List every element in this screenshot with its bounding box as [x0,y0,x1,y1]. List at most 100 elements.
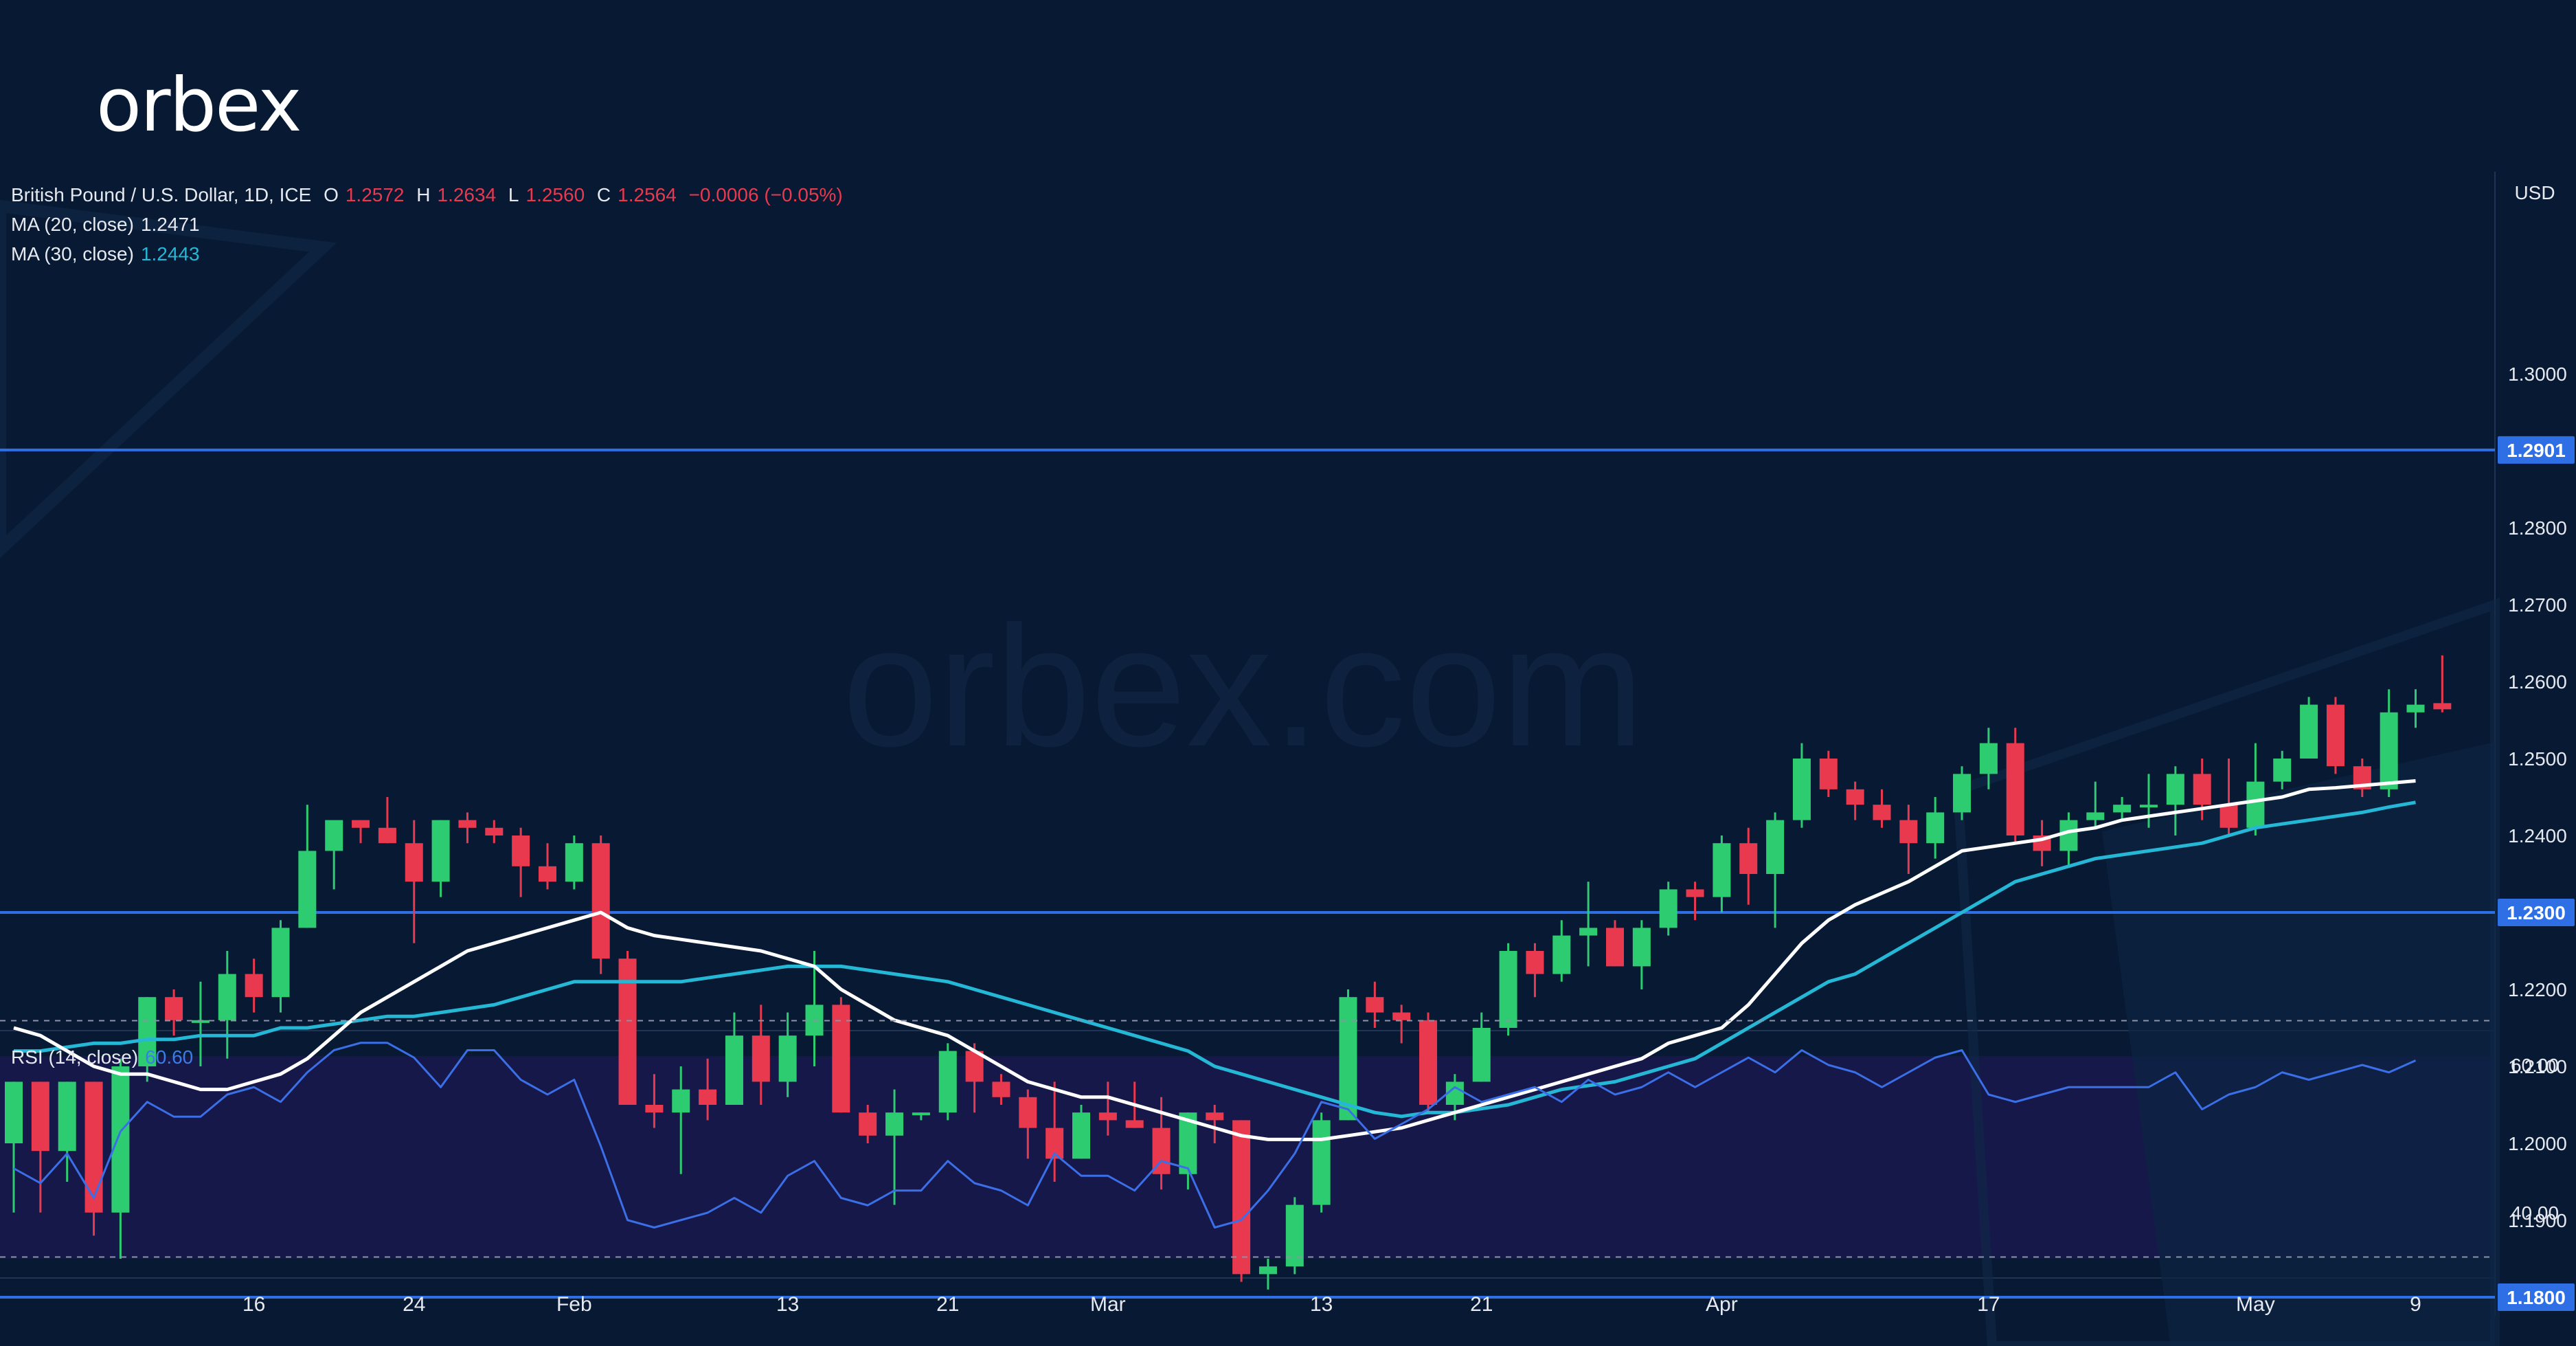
candle-body [2246,781,2265,828]
time-tick-label: 17 [1977,1293,2000,1316]
candle-body [1552,935,1571,974]
candle-body [565,843,583,882]
candle-body [298,851,317,928]
price-tick-label: 1.2100 [2508,1056,2567,1077]
decor-shape [1952,598,2500,1346]
candle-body [5,1081,23,1143]
candle-body [2273,759,2292,782]
price-tick-label: 1.2800 [2508,517,2567,539]
candle-body [2059,820,2078,851]
candle-body [218,974,236,1020]
candle-body [1366,997,1384,1013]
candle-body [1206,1112,1224,1121]
symbol-name[interactable]: British Pound / U.S. Dollar, 1D, ICE [11,184,312,205]
candle-body [58,1081,76,1152]
time-tick-label: 13 [776,1293,799,1316]
candle-body [2193,774,2211,805]
candle-body [245,974,263,998]
candle-body [512,835,530,866]
candle-body [1339,997,1357,1121]
time-tick-label: 16 [242,1293,265,1316]
level-label: 1.1800 [2507,1287,2566,1308]
candle-body [1953,774,1971,813]
candle-body [1125,1120,1144,1128]
time-tick-label: 9 [2410,1293,2421,1316]
time-tick-label: Feb [556,1293,592,1316]
time-tick-label: Apr [1706,1293,1738,1316]
candle-body [912,1112,930,1116]
rsi-legend[interactable]: RSI (14, close) 60.60 [11,1048,200,1067]
candle-body [2300,704,2318,759]
candle-body [405,843,423,882]
ma20-label: MA (20, close) [11,214,134,235]
ma30-legend[interactable]: MA (30, close) 1.2443 [11,245,207,264]
candle-body [1846,789,1864,805]
time-tick-label: 21 [936,1293,959,1316]
ma20-legend[interactable]: MA (20, close) 1.2471 [11,215,207,234]
candle-body [1098,1112,1117,1121]
high-label: H [416,184,431,205]
candle-body [1979,743,1998,774]
price-tick-label: 1.2700 [2508,594,2567,616]
candle-body [458,820,477,828]
rsi-line [13,1042,2417,1229]
candle-body [325,820,343,851]
candle-body [2380,712,2398,789]
candle-body [1499,951,1517,1028]
price-tick-label: 1.2200 [2508,979,2567,1000]
rsi-label: RSI (14, close) [11,1046,139,1068]
candle-body [2086,812,2105,820]
candle-body [1472,1028,1491,1082]
candle-body [1419,1020,1438,1105]
orbex-logo: orbex [96,69,302,143]
candle-body [138,997,157,1066]
ma30-label: MA (30, close) [11,243,134,265]
level-label: 1.2300 [2507,902,2566,923]
price-tick-label: 1.2500 [2508,748,2567,770]
candle-body [2166,774,2184,805]
candle-body [1392,1012,1411,1020]
candle-body [1899,820,1918,844]
change-value: −0.0006 (−0.05%) [688,184,843,205]
candle-body [591,843,610,959]
candle-body [885,1112,904,1136]
candle-body [271,928,290,998]
price-tick-label: 1.2600 [2508,671,2567,693]
time-tick-label: 21 [1470,1293,1493,1316]
candle-body [645,1105,664,1113]
low-label: L [508,184,519,205]
ma20-line [13,778,2416,1141]
candle-body [778,1035,797,1082]
candle-body [352,820,370,828]
candle-body [1792,759,1811,820]
ma30-value: 1.2443 [140,243,200,265]
candle-body [111,1066,130,1213]
candle-body [2219,805,2238,828]
candle-body [699,1089,717,1105]
candle-body [378,827,396,844]
open-value: 1.2572 [345,184,405,205]
candle-body [1766,820,1785,874]
decor-shape [0,199,337,559]
candle-body [1312,1120,1331,1205]
decor-shape [2102,742,2495,1346]
candle-body [2326,704,2345,767]
candle-body [2113,805,2132,813]
price-tick-label: 1.2000 [2508,1133,2567,1154]
candle-body [431,820,450,882]
low-value: 1.2560 [526,184,585,205]
candle-body [2006,743,2024,835]
candle-body [191,1020,210,1023]
rsi-tick-label: 60.00 [2511,1055,2559,1076]
candle-body [1579,928,1598,936]
level-label-box [2498,1283,2575,1311]
time-tick-label: 13 [1310,1293,1333,1316]
candle-body [1285,1204,1304,1267]
candle-body [165,997,183,1020]
candle-body [938,1051,957,1113]
candle-body [992,1081,1010,1097]
candle-body [1873,805,1891,820]
candle-body [1232,1120,1251,1275]
candle-body [1632,928,1651,967]
